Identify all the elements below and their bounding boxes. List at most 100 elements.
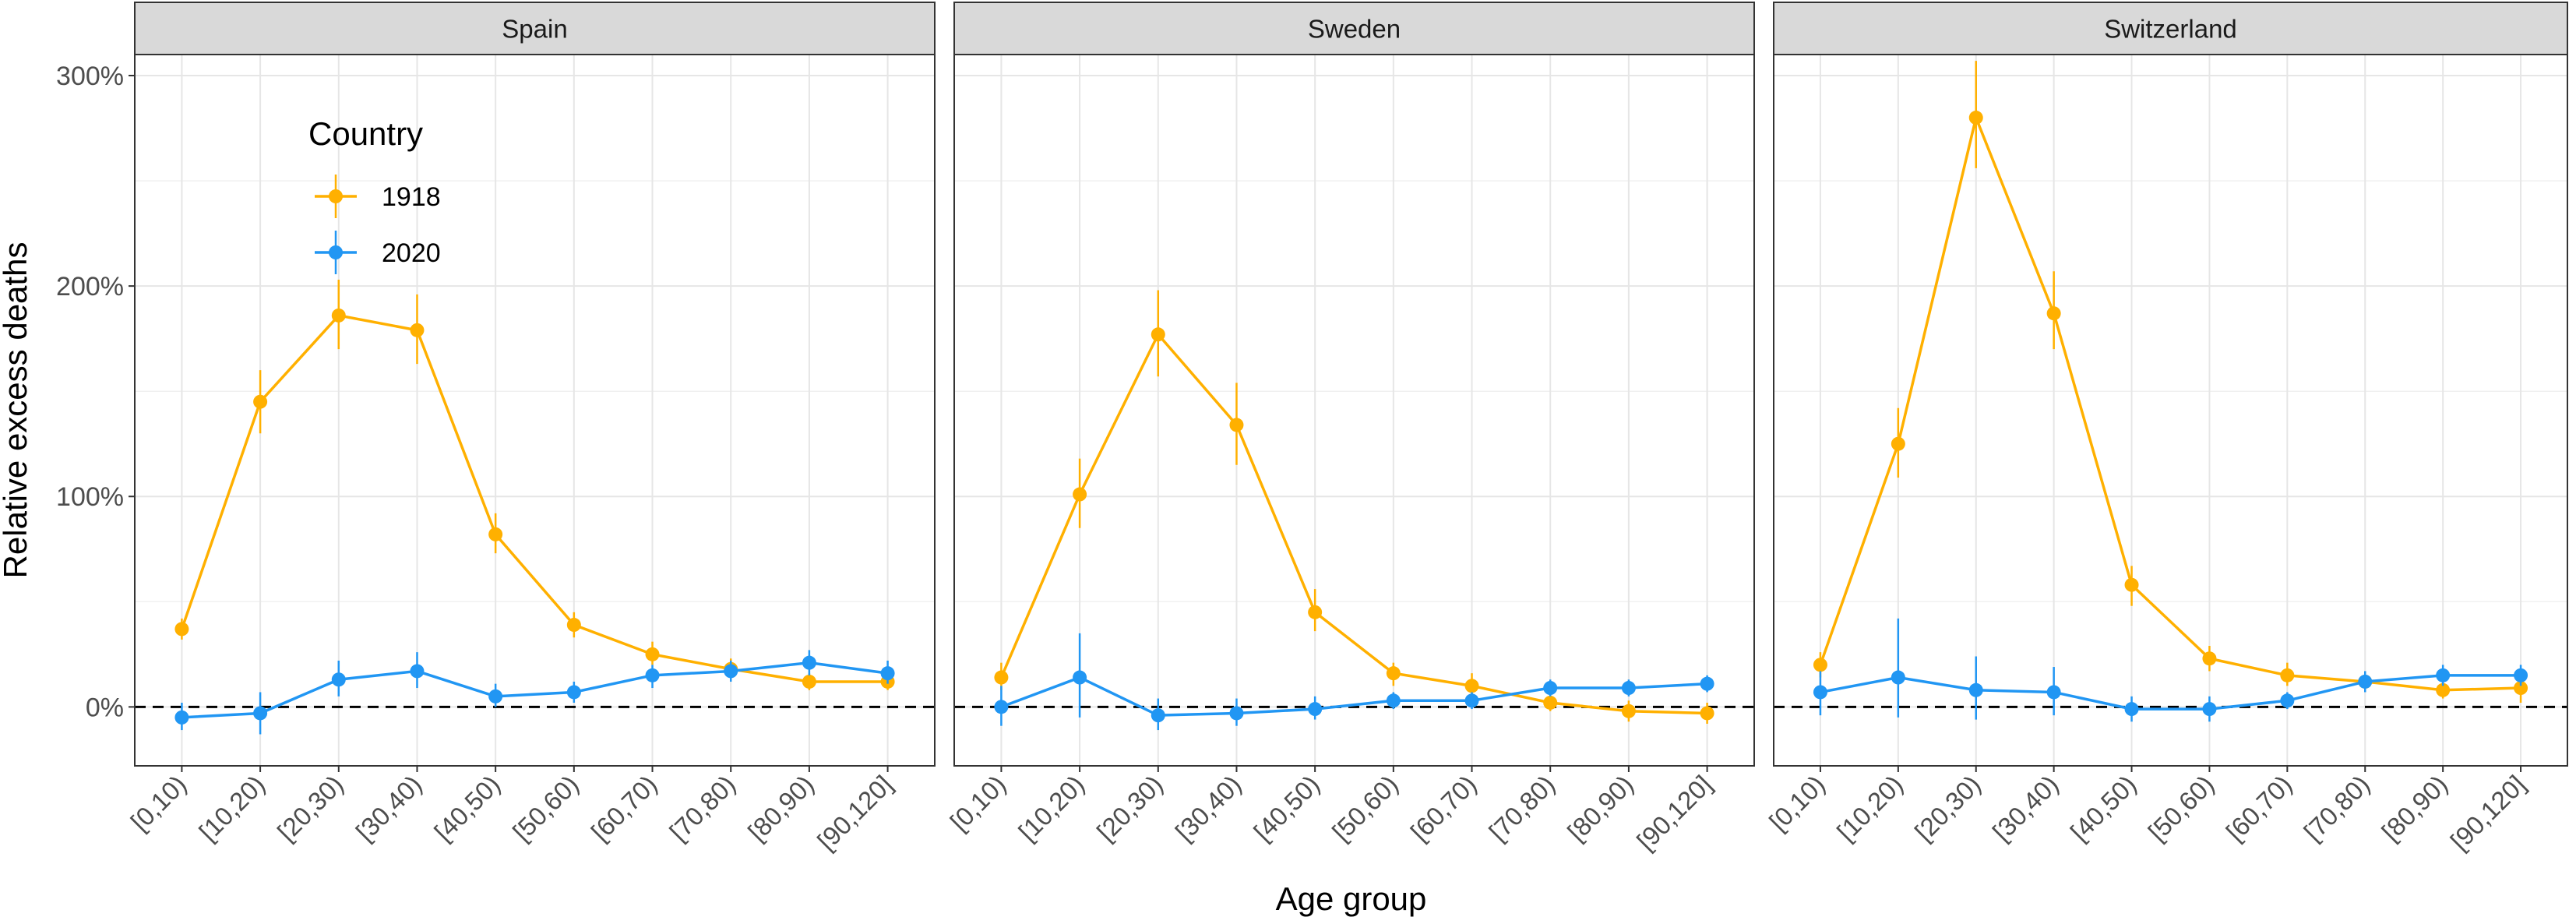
data-point	[724, 664, 738, 679]
x-tick-label: [0,10)	[1764, 770, 1831, 837]
x-tick-label: [30,40)	[1987, 770, 2064, 847]
series-2020	[174, 650, 895, 735]
data-point	[2124, 577, 2139, 592]
facet-strip	[1773, 2, 2568, 55]
data-point	[1229, 418, 1244, 432]
data-point	[1151, 708, 1165, 723]
y-axis-title: Relative excess deaths	[0, 242, 33, 579]
data-point	[1968, 682, 1983, 697]
data-point	[1308, 605, 1323, 619]
data-point	[645, 647, 660, 661]
data-point	[1813, 658, 1827, 672]
data-point	[488, 689, 503, 704]
data-point	[331, 672, 346, 687]
series-2020	[994, 633, 1714, 731]
facet-strip-label: Switzerland	[2104, 15, 2237, 44]
data-point	[1073, 487, 1087, 502]
data-point	[802, 655, 816, 670]
legend-title: Country	[308, 115, 423, 152]
x-tick-label: [20,30)	[272, 770, 349, 847]
legend-label: 1918	[382, 182, 441, 212]
x-tick-label: [40,50)	[1248, 770, 1325, 847]
x-tick-label: [70,80)	[1483, 770, 1560, 847]
x-tick-label: [50,60)	[1327, 770, 1404, 847]
series-line	[181, 661, 888, 719]
data-point	[994, 670, 1009, 685]
x-tick-label: [10,20)	[1831, 770, 1908, 847]
series-line	[1819, 113, 2521, 692]
x-tick-label: [40,50)	[428, 770, 506, 847]
data-point	[1464, 679, 1479, 693]
data-point	[331, 308, 346, 323]
facet-strip	[134, 2, 936, 55]
data-point	[2046, 306, 2061, 321]
x-tick-label: [40,50)	[2065, 770, 2142, 847]
facet-strip-label: Spain	[502, 15, 567, 44]
x-tick-label: [20,30)	[1091, 770, 1168, 847]
data-point	[1700, 706, 1714, 721]
data-point	[2046, 685, 2061, 700]
data-point	[2358, 674, 2373, 689]
data-point	[2436, 668, 2451, 682]
series-line	[1000, 675, 1707, 717]
data-point	[1386, 693, 1401, 708]
data-point	[1813, 685, 1827, 700]
x-tick-label: [30,40)	[351, 770, 428, 847]
x-tick-label: [60,70)	[586, 770, 663, 847]
data-point	[488, 527, 503, 541]
plot-background	[1774, 55, 2567, 766]
x-tick-label: [20,30)	[1909, 770, 1986, 847]
panel-sweden: Sweden [0,10) [10,20) [20,30) [30,40) [40,50)…	[945, 2, 1755, 856]
facet-strip	[953, 2, 1755, 55]
data-point	[410, 664, 425, 679]
x-tick-label: [60,70)	[1405, 770, 1482, 847]
data-point	[174, 710, 189, 725]
x-axis-title: Age group	[1276, 880, 1427, 917]
x-tick-label: [50,60)	[2143, 770, 2220, 847]
panel-border	[134, 54, 936, 767]
data-point	[1464, 693, 1479, 708]
data-point	[2436, 682, 2451, 697]
data-point	[1229, 706, 1244, 721]
panel-switzerland: Switzerland [0,10) [10,20) [20,30) [30,40) [4…	[1764, 2, 2568, 856]
data-point	[880, 666, 895, 681]
x-tick-label: [30,40)	[1170, 770, 1247, 847]
x-tick-label: [90,120]	[1631, 770, 1718, 856]
data-point	[566, 618, 581, 633]
data-point	[2280, 693, 2295, 708]
x-tick-label: [90,120]	[812, 770, 898, 856]
y-tick-label: 100%	[56, 482, 124, 512]
legend-key-point	[329, 189, 343, 203]
data-point	[1891, 436, 1905, 451]
data-point	[1968, 111, 1983, 125]
plot-background	[135, 55, 935, 766]
series-line	[1820, 674, 2521, 711]
legend-key-point	[329, 245, 343, 259]
data-point	[174, 622, 189, 637]
data-point	[994, 700, 1009, 714]
y-tick-label: 200%	[56, 272, 124, 302]
x-tick-label: [80,90)	[1562, 770, 1639, 847]
data-point	[2514, 668, 2528, 682]
data-point	[253, 394, 268, 409]
series-line	[180, 314, 888, 683]
data-point	[2202, 651, 2217, 666]
data-point	[1073, 670, 1087, 685]
panel-spain: Spain[0,10) [10,20) [20,30) [30,40) [40,50)[…	[125, 2, 936, 856]
data-point	[1891, 670, 1905, 685]
panel-border	[953, 54, 1755, 767]
x-tick-label: [0,10)	[125, 770, 192, 837]
data-point	[410, 323, 425, 337]
data-point	[645, 668, 660, 682]
x-tick-label: [70,80)	[664, 770, 741, 847]
x-tick-label: [0,10)	[945, 770, 1012, 837]
x-tick-label: [50,60)	[507, 770, 584, 847]
x-tick-label: [90,120]	[2445, 770, 2532, 856]
data-point	[1308, 702, 1323, 717]
data-point	[2124, 702, 2139, 717]
y-tick-label: 0%	[86, 693, 124, 722]
data-point	[566, 685, 581, 700]
legend: Country 1918 2020	[308, 115, 441, 274]
data-point	[2280, 668, 2295, 682]
